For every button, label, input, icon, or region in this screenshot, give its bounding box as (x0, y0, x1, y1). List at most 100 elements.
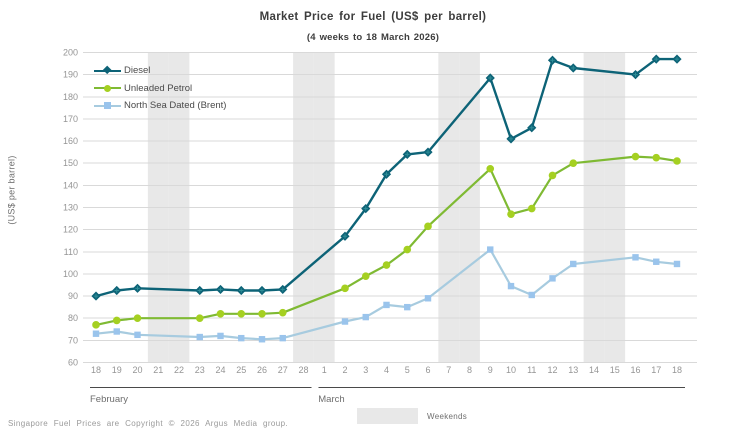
x-tick-label: 27 (278, 365, 288, 375)
marker-diesel-accent (425, 149, 431, 155)
weekends-swatch-icon (357, 408, 418, 424)
legend-item-unleaded-petrol: Unleaded Petrol (94, 83, 226, 94)
x-tick-label: 17 (651, 365, 661, 375)
marker-diesel-accent (488, 75, 493, 81)
marker-north-sea-dated-brent (113, 328, 120, 335)
x-tick-label: 12 (547, 365, 557, 375)
legend-item-north-sea-dated-brent: North Sea Dated (Brent) (94, 100, 226, 111)
x-tick-label: 18 (91, 365, 101, 375)
marker-unleaded-petrol (507, 210, 515, 218)
marker-diesel-accent (571, 65, 576, 71)
marker-unleaded-petrol (548, 171, 557, 180)
legend-label-unleaded-petrol: Unleaded Petrol (124, 82, 193, 94)
x-tick-label: 18 (672, 365, 682, 375)
marker-unleaded-petrol (382, 261, 391, 269)
marker-north-sea-dated-brent (570, 260, 577, 268)
marker-diesel-accent (197, 288, 202, 293)
x-tick-label: 24 (215, 365, 225, 375)
month-label: February (90, 394, 128, 405)
x-tick-label: 21 (153, 365, 163, 375)
y-tick-label: 100 (63, 269, 78, 279)
marker-north-sea-dated-brent (528, 291, 535, 299)
marker-diesel-accent (239, 288, 244, 293)
marker-north-sea-dated-brent (341, 318, 349, 325)
marker-unleaded-petrol (195, 314, 204, 323)
marker-unleaded-petrol (569, 159, 578, 168)
marker-unleaded-petrol (341, 284, 349, 293)
month-label: March (318, 394, 344, 405)
chart-subtitle: (4 weeks to 18 March 2026) (306, 32, 440, 43)
marker-diesel-accent (93, 293, 99, 299)
brent-line-swatch-icon (94, 101, 121, 111)
x-tick-label: 25 (236, 365, 246, 375)
x-tick-label: 13 (568, 365, 578, 375)
marker-north-sea-dated-brent (424, 295, 432, 302)
x-tick-label: 4 (384, 365, 389, 375)
x-tick-label: 11 (527, 365, 536, 375)
marker-unleaded-petrol (278, 308, 287, 317)
marker-north-sea-dated-brent (507, 282, 515, 290)
marker-unleaded-petrol (631, 152, 640, 161)
marker-unleaded-petrol (112, 316, 121, 325)
x-tick-label: 3 (363, 365, 368, 375)
x-tick-label: 5 (405, 365, 410, 375)
marker-diesel-accent (405, 152, 410, 157)
y-tick-label: 60 (68, 358, 78, 368)
y-tick-label: 170 (63, 114, 78, 124)
marker-unleaded-petrol (237, 309, 246, 318)
y-tick-label: 140 (63, 180, 78, 190)
x-tick-label: 23 (195, 365, 205, 375)
marker-unleaded-petrol (92, 321, 100, 329)
marker-unleaded-petrol (486, 164, 495, 173)
y-tick-label: 160 (63, 136, 78, 146)
chart-title: Market Price for Fuel (US$ per barrel) (259, 11, 487, 23)
marker-unleaded-petrol (673, 157, 681, 165)
y-tick-label: 90 (68, 291, 78, 301)
x-tick-label: 22 (174, 365, 184, 375)
y-tick-label: 150 (63, 158, 78, 168)
marker-north-sea-dated-brent (487, 246, 494, 253)
marker-diesel-accent (550, 58, 555, 63)
y-tick-label: 180 (63, 92, 78, 102)
marker-diesel-accent (384, 172, 389, 177)
marker-diesel-accent (342, 234, 348, 239)
marker-diesel-accent (508, 136, 514, 142)
x-tick-label: 15 (610, 365, 620, 375)
y-tick-label: 70 (68, 335, 78, 345)
marker-unleaded-petrol (216, 309, 225, 318)
marker-unleaded-petrol (258, 309, 266, 318)
x-tick-label: 2 (342, 365, 347, 375)
marker-diesel-accent (114, 288, 119, 293)
diesel-line-swatch-icon (94, 65, 121, 76)
marker-north-sea-dated-brent (92, 330, 100, 337)
marker-diesel-accent (363, 206, 368, 211)
marker-north-sea-dated-brent (404, 303, 411, 311)
x-tick-label: 26 (257, 365, 267, 375)
marker-north-sea-dated-brent (383, 301, 390, 309)
x-tick-label: 16 (630, 365, 640, 375)
marker-diesel-accent (633, 72, 638, 77)
marker-unleaded-petrol (403, 245, 412, 254)
marker-north-sea-dated-brent (134, 331, 141, 339)
marker-diesel-accent (259, 288, 265, 293)
y-tick-label: 110 (64, 247, 78, 257)
marker-diesel-accent (218, 287, 223, 292)
marker-diesel-accent (674, 56, 680, 62)
marker-north-sea-dated-brent (279, 334, 286, 342)
x-tick-label: 19 (112, 365, 122, 375)
marker-north-sea-dated-brent (673, 260, 681, 268)
y-tick-label: 80 (68, 313, 78, 323)
x-tick-label: 10 (506, 365, 516, 375)
marker-unleaded-petrol (361, 272, 370, 280)
legend-item-diesel: Diesel (94, 65, 226, 76)
marker-diesel-accent (654, 56, 659, 62)
y-tick-label: 200 (63, 48, 78, 58)
marker-unleaded-petrol (527, 204, 536, 213)
x-tick-label: 8 (467, 365, 472, 375)
x-tick-label: 9 (488, 365, 493, 375)
weekends-legend-label: Weekends (427, 412, 468, 421)
x-tick-label: 7 (446, 365, 451, 375)
marker-unleaded-petrol (424, 222, 432, 231)
marker-north-sea-dated-brent (653, 258, 660, 265)
